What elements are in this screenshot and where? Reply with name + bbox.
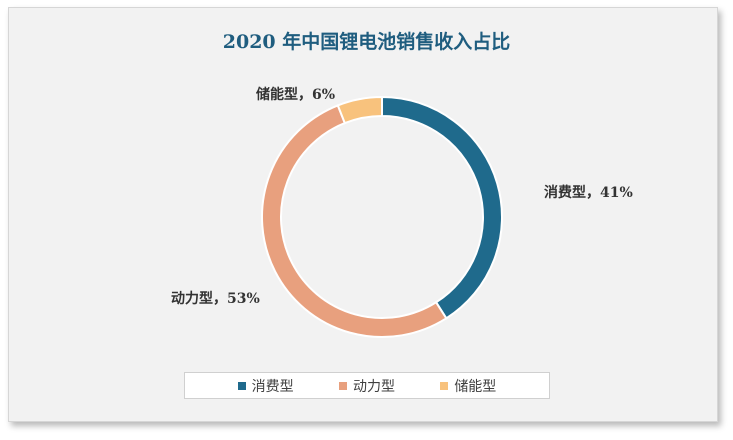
data-label-power: 动力型，53% [171,290,260,307]
legend-swatch-storage [440,381,449,390]
slice-storage [336,95,383,125]
chart-legend: 消费型 动力型 储能型 [184,372,550,399]
legend-swatch-power [338,381,347,390]
legend-item-power: 动力型 [338,376,395,396]
legend-item-storage: 储能型 [440,376,496,396]
data-label-consumer: 消费型，41% [544,184,633,201]
slice-power [261,104,448,338]
chart-card [8,7,718,422]
chart-title: 2020 年中国锂电池销售收入占比 [222,31,511,53]
legend-label-storage: 储能型 [454,378,497,395]
legend-label-consumer: 消费型 [251,378,294,395]
legend-swatch-consumer [237,381,246,390]
legend-item-consumer: 消费型 [237,376,294,396]
slice-consumer [381,95,503,320]
legend-label-power: 动力型 [352,378,395,395]
data-label-storage: 储能型，6% [255,86,335,103]
